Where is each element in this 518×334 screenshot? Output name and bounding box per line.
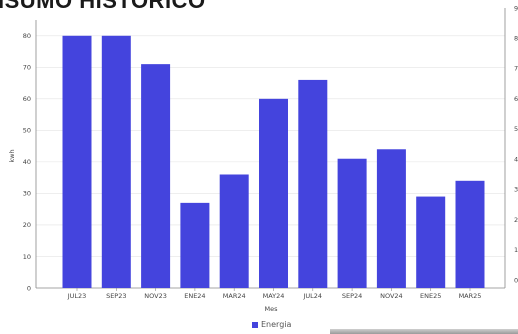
x-tick-label: MAY24 bbox=[263, 292, 285, 300]
x-tick-label: ENE25 bbox=[420, 292, 441, 300]
x-tick-label: ENE24 bbox=[184, 292, 205, 300]
y-tick-label: 30 bbox=[23, 190, 31, 198]
bar-ene25 bbox=[416, 196, 446, 288]
y-tick-label: 0 bbox=[27, 284, 31, 292]
y2-tick-label: 3 bbox=[514, 186, 518, 194]
x-tick-label: MAR24 bbox=[223, 292, 246, 300]
x-axis-ticks: JUL23 SEP23 NOV23 ENE24 MAR24 MAY24 JUL24 SEP24… bbox=[67, 288, 482, 300]
x-tick-label: SEP24 bbox=[342, 292, 362, 300]
bar-sep24 bbox=[337, 158, 367, 288]
x-tick-label: NOV23 bbox=[144, 292, 167, 300]
x-tick-label: SEP23 bbox=[106, 292, 126, 300]
y-axis-label: kwh bbox=[8, 149, 16, 162]
y2-tick-label: 6 bbox=[514, 95, 518, 103]
y2-tick-label: 5 bbox=[514, 125, 518, 133]
y2-tick-label: 1 bbox=[514, 246, 518, 254]
y-tick-label: 10 bbox=[23, 253, 31, 261]
bar-jul24 bbox=[298, 79, 328, 288]
x-axis-label: Mes bbox=[265, 305, 279, 313]
x-tick-label: NOV24 bbox=[380, 292, 403, 300]
bar-nov23 bbox=[141, 64, 171, 288]
legend-label: Energia bbox=[261, 320, 292, 329]
bar-sep23 bbox=[101, 35, 131, 288]
x-tick-label: JUL23 bbox=[67, 292, 87, 300]
x-tick-label: MAR25 bbox=[459, 292, 482, 300]
page-title: ISUMO HISTORICO bbox=[0, 0, 206, 13]
y2-tick-label: 8 bbox=[514, 35, 518, 43]
y-tick-label: 60 bbox=[23, 95, 31, 103]
bars bbox=[62, 35, 485, 288]
y2-tick-label: 9 bbox=[514, 4, 518, 12]
bar-nov24 bbox=[376, 149, 406, 288]
y-axis-ticks: 0 10 20 30 40 50 60 70 80 bbox=[23, 32, 31, 292]
y2-tick-label: 4 bbox=[514, 155, 518, 163]
bar-ene24 bbox=[180, 202, 210, 288]
y-tick-label: 40 bbox=[23, 158, 31, 166]
y2-axis-ticks: 0 1 2 3 4 5 6 7 8 9 bbox=[514, 4, 518, 284]
y2-tick-label: 2 bbox=[514, 216, 518, 224]
y2-tick-label: 7 bbox=[514, 65, 518, 73]
y-tick-label: 50 bbox=[23, 127, 31, 135]
y2-tick-label: 0 bbox=[514, 276, 518, 284]
legend: Energia bbox=[252, 320, 291, 329]
bar-mar24 bbox=[219, 174, 249, 288]
bottom-edge-strip bbox=[330, 329, 518, 334]
y-tick-label: 80 bbox=[23, 32, 31, 40]
bar-jul23 bbox=[62, 35, 92, 288]
bar-may24 bbox=[259, 98, 288, 288]
x-tick-label: JUL24 bbox=[303, 292, 323, 300]
y-tick-label: 20 bbox=[23, 221, 31, 229]
bar-mar25 bbox=[455, 180, 485, 288]
y-tick-label: 70 bbox=[23, 64, 31, 72]
legend-swatch bbox=[252, 321, 258, 328]
